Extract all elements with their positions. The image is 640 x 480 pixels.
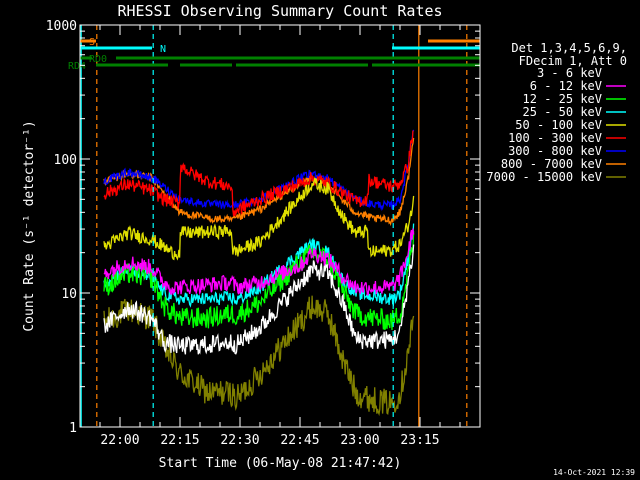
- y-tick-label: 1: [69, 421, 77, 436]
- legend-label-800-7000-kevkev: 800 - 7000 keV: [501, 157, 602, 171]
- series-line-50-100-kevkev: [103, 177, 415, 261]
- legend-label-12-25-kevkev: 12 - 25 keV: [523, 92, 602, 106]
- x-tick-label: 23:00: [340, 433, 379, 448]
- legend-header-line: Det 1,3,4,5,6,9,: [511, 41, 627, 55]
- y-tick-label: 100: [54, 153, 77, 168]
- legend-label-25-50-kevkev: 25 - 50 keV: [523, 105, 602, 119]
- x-tick-label: 22:00: [100, 433, 139, 448]
- x-tick-label: 23:15: [400, 433, 439, 448]
- x-tick-label: 22:15: [160, 433, 199, 448]
- legend-label-6-12-kevkev: 6 - 12 keV: [530, 79, 602, 93]
- legend-label-300-800-kevkev: 300 - 800 keV: [508, 144, 602, 158]
- legend-header-line: FDecim 1, Att 0: [519, 54, 627, 68]
- legend-label-7000-15000-kevkev: 7000 - 15000 keV: [486, 170, 602, 184]
- series-line-3-6-kevkev: [103, 244, 415, 355]
- x-axis-label: Start Time (06-May-08 21:47:42): [159, 456, 402, 471]
- flag-label-rd0: RD0: [89, 54, 107, 65]
- flag-label-rd4: RD4: [68, 61, 86, 72]
- x-tick-label: 22:45: [280, 433, 319, 448]
- legend: Det 1,3,4,5,6,9,FDecim 1, Att 03 - 6 keV…: [486, 41, 627, 184]
- series-line-7000-15000-kevkev: [103, 295, 415, 417]
- legend-label-3-6-kevkev: 3 - 6 keV: [537, 66, 602, 80]
- chart-title: RHESSI Observing Summary Count Rates: [117, 2, 442, 20]
- legend-label-100-300-kevkev: 100 - 300 keV: [508, 131, 602, 145]
- flag-label-n: N: [160, 44, 166, 55]
- flag-label-s: S: [89, 37, 95, 48]
- generation-timestamp: 14-Oct-2021 12:39: [553, 468, 635, 477]
- x-tick-label: 22:30: [220, 433, 259, 448]
- y-axis-label: Count Rate (s⁻¹ detector⁻¹): [22, 120, 37, 331]
- series-line-12-25-kevkev: [103, 231, 415, 331]
- series-line-6-12-kevkev: [103, 228, 415, 296]
- y-tick-label: 1000: [46, 19, 77, 34]
- legend-label-50-100-kevkev: 50 - 100 keV: [515, 118, 602, 132]
- y-tick-label: 10: [61, 287, 77, 302]
- series-line-100-300-kevkev: [103, 130, 414, 217]
